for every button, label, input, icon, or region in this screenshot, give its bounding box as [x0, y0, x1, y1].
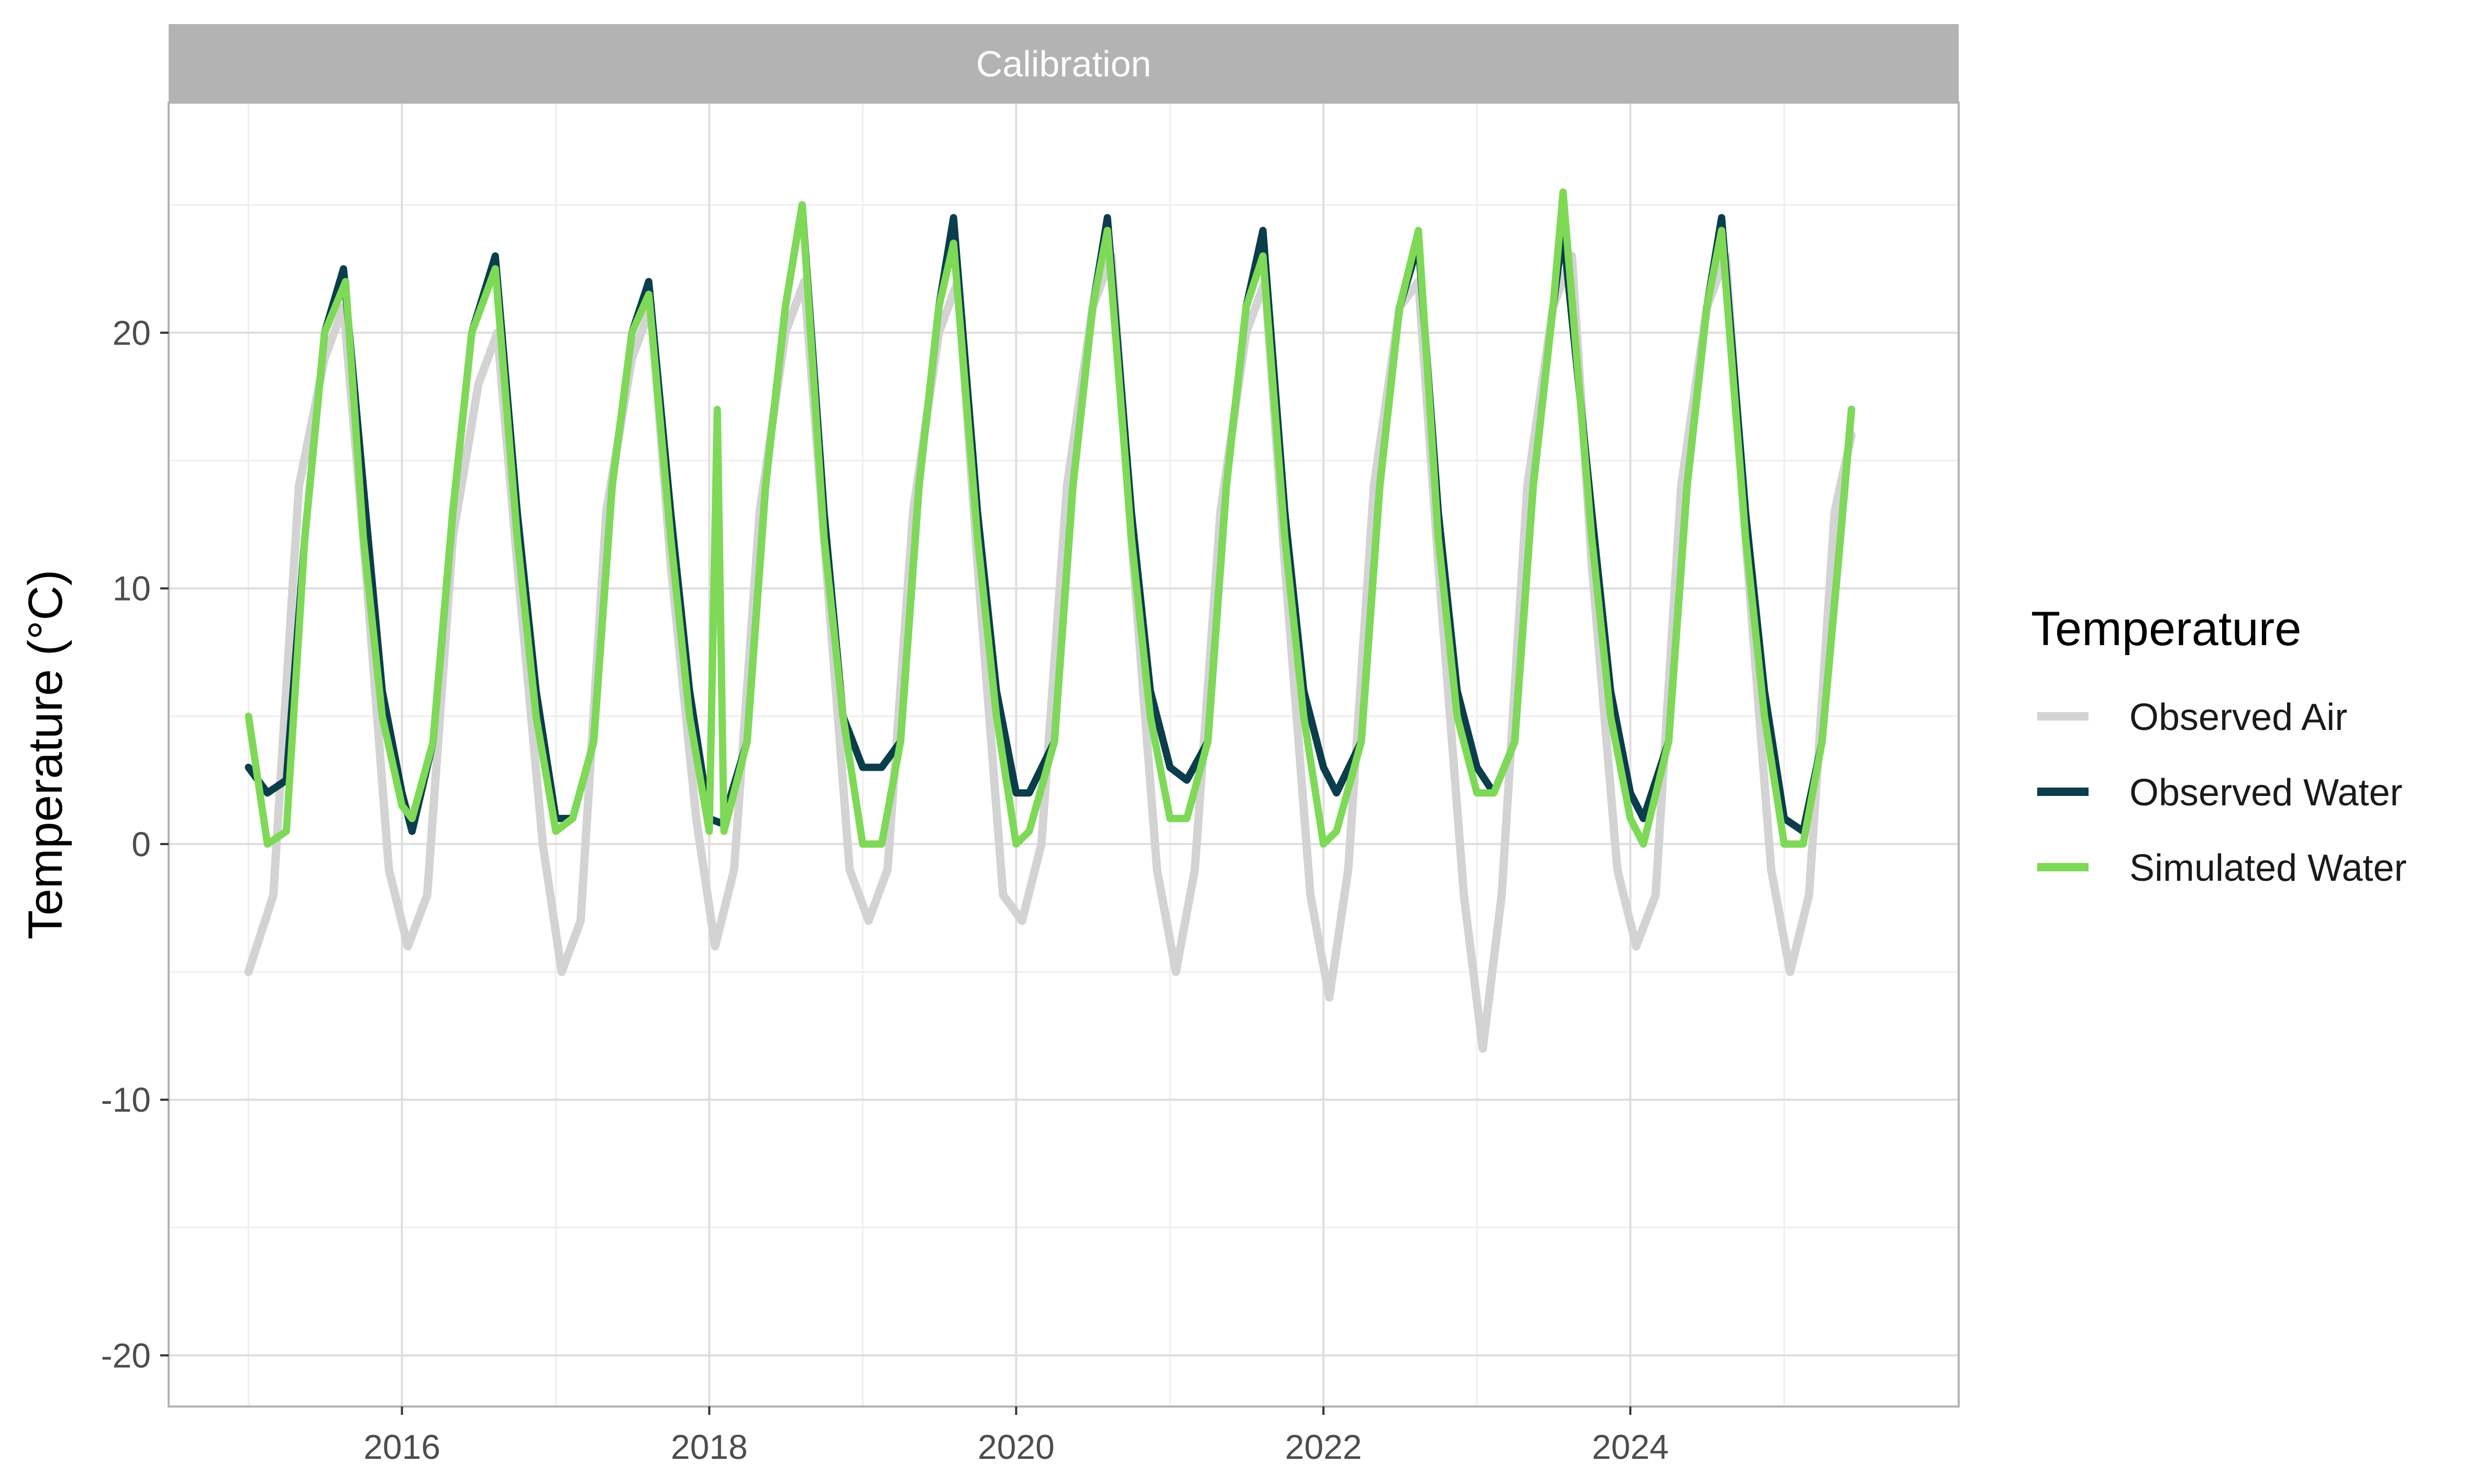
legend-label: Simulated Water	[2129, 847, 2407, 889]
legend-label: Observed Air	[2129, 696, 2347, 738]
y-tick-label: -10	[101, 1080, 151, 1119]
legend-label: Observed Water	[2129, 772, 2403, 814]
x-tick-label: 2020	[978, 1427, 1055, 1466]
y-tick-label: -20	[101, 1336, 151, 1375]
x-tick-label: 2024	[1592, 1427, 1669, 1466]
x-axis: 2016 2018 2020 2022 2024	[363, 1407, 1669, 1466]
x-tick-label: 2018	[671, 1427, 748, 1466]
facet-strip	[169, 24, 1959, 103]
y-axis: -20 -10 0 10 20	[101, 313, 169, 1375]
legend-title: Temperature	[2031, 602, 2301, 656]
series-layer	[244, 188, 1856, 1053]
panel-border	[168, 102, 1960, 1408]
y-axis-title: Temperature (°C)	[19, 570, 72, 940]
y-tick-label: 20	[113, 313, 151, 352]
series-simulated-water	[245, 188, 1856, 848]
x-tick-label: 2016	[363, 1427, 440, 1466]
y-tick-label: 0	[131, 825, 151, 863]
legend: Temperature Observed Air Observed Water Si…	[2031, 602, 2407, 889]
y-tick-label: 10	[113, 569, 151, 608]
x-tick-label: 2022	[1285, 1427, 1362, 1466]
facet-label: Calibration	[976, 43, 1152, 84]
